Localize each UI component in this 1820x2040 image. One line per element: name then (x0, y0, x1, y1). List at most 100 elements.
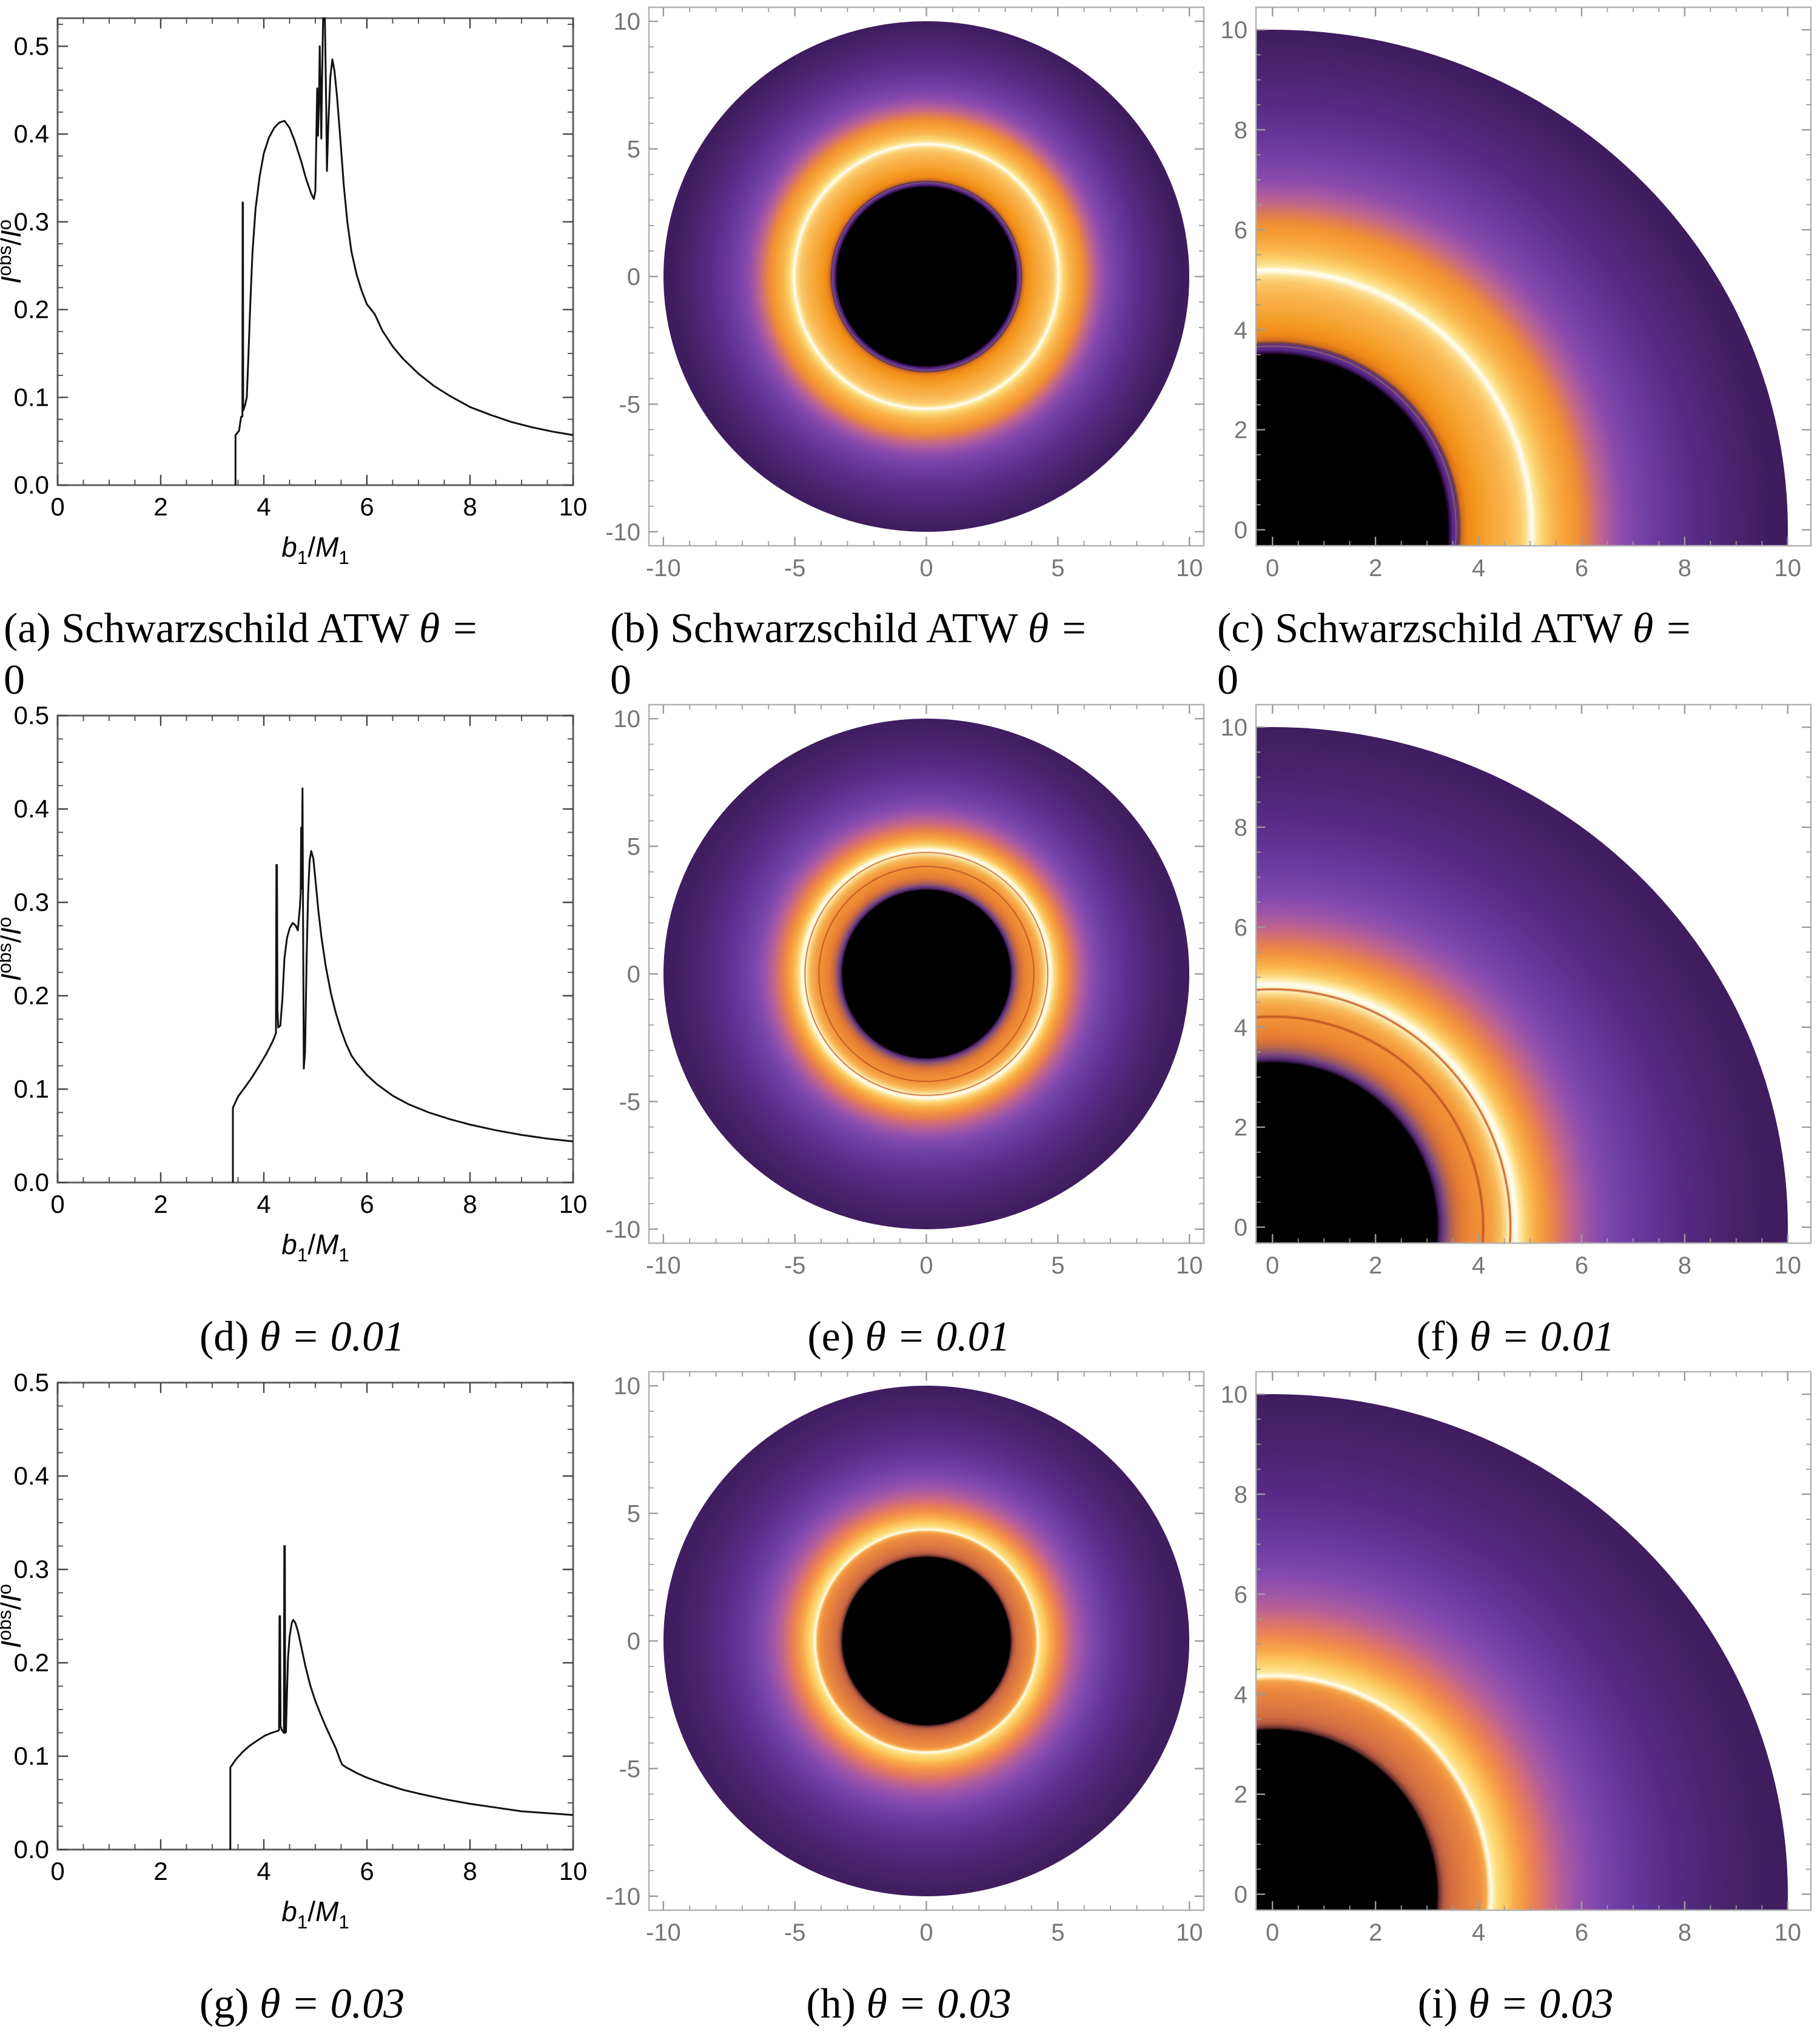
svg-text:10: 10 (614, 706, 641, 733)
line-chart-g: 0 2 4 6 8 10 0.0 0.1 0.2 0.3 0.4 0.5 b1/M1 Iobs/Io (0, 1364, 606, 1947)
panel-c: 0 2 4 6 8 10 0 2 4 6 8 10 (c) Schwarzschild ATW θ =… (1214, 0, 1820, 697)
svg-text:5: 5 (627, 136, 640, 163)
svg-text:6: 6 (360, 1857, 374, 1885)
svg-text:-5: -5 (784, 1919, 806, 1946)
svg-text:0: 0 (627, 961, 640, 988)
caption-a-line1: (a) Schwarzschild ATW θ = (4, 603, 600, 654)
caption-d-index: (d) (199, 1314, 249, 1360)
svg-text:10: 10 (1775, 1919, 1802, 1946)
caption-a-line2: 0 (4, 657, 25, 697)
axes-h: -10 -5 0 5 10 -10 -5 0 5 10 (606, 1371, 1205, 1946)
density-canvas-c (1256, 7, 1811, 546)
axes-f: 0 2 4 6 8 10 0 2 4 6 8 10 (1221, 703, 1812, 1279)
svg-text:0.2: 0.2 (14, 1648, 49, 1677)
svg-text:-10: -10 (606, 1884, 640, 1910)
svg-text:-10: -10 (606, 519, 640, 546)
svg-text:10: 10 (1221, 1381, 1248, 1408)
svg-text:4: 4 (257, 492, 270, 521)
svg-text:-5: -5 (619, 1089, 640, 1115)
panel-h: -10 -5 0 5 10 -10 -5 0 5 10 (h) θ = 0.03 (606, 1364, 1214, 2040)
svg-text:5: 5 (1051, 555, 1064, 582)
svg-text:6: 6 (1234, 1582, 1247, 1608)
svg-text:8: 8 (1678, 1252, 1691, 1279)
x-axis-label-a: b1/M1 (281, 531, 349, 568)
caption-i-math: θ = 0.03 (1468, 1981, 1614, 2027)
svg-text:5: 5 (627, 1501, 640, 1528)
svg-text:10: 10 (614, 8, 641, 35)
caption-b: (b) Schwarzschild ATW θ = 0 (606, 582, 1214, 697)
black-hole-image-h (663, 1386, 1190, 1896)
svg-text:10: 10 (559, 492, 588, 521)
svg-text:0.2: 0.2 (14, 981, 49, 1010)
caption-b-line2: 0 (610, 657, 631, 697)
black-hole-image-b (663, 21, 1190, 532)
svg-text:5: 5 (1051, 1252, 1064, 1279)
caption-a-text: Schwarzschild ATW (61, 605, 409, 652)
caption-g: (g) θ = 0.03 (0, 1947, 606, 2030)
svg-text:2: 2 (153, 1857, 167, 1885)
black-hole-image-chart-f: 0 2 4 6 8 10 0 2 4 6 8 10 (1214, 697, 1820, 1280)
black-hole-image-chart-i: 0 2 4 6 8 10 0 2 4 6 8 10 (1214, 1364, 1820, 1947)
svg-text:0: 0 (919, 1252, 933, 1279)
svg-text:2: 2 (1234, 1782, 1247, 1808)
svg-text:8: 8 (1234, 1481, 1247, 1508)
svg-text:10: 10 (1176, 1252, 1203, 1279)
svg-text:8: 8 (1234, 117, 1247, 144)
caption-f-line1: (f) θ = 0.01 (1217, 1311, 1814, 1363)
svg-text:-10: -10 (646, 1252, 681, 1279)
panel-e: -10 -5 0 5 10 -10 -5 0 5 10 (e) θ = 0.01 (606, 697, 1214, 1364)
caption-h: (h) θ = 0.03 (606, 1947, 1214, 2030)
x-axis-label-g: b1/M1 (281, 1896, 349, 1933)
svg-text:0: 0 (1234, 1215, 1247, 1241)
axes-a: 0 2 4 6 8 10 0.0 0.1 0.2 0.3 0.4 0.5 b1/M1 Iobs/Io (0, 17, 588, 568)
caption-f-index: (f) (1416, 1314, 1459, 1360)
svg-text:-5: -5 (784, 1252, 806, 1279)
caption-b-text: Schwarzschild ATW (670, 605, 1018, 652)
svg-text:2: 2 (153, 492, 167, 521)
line-chart-a: 0 2 4 6 8 10 0.0 0.1 0.2 0.3 0.4 0.5 b1/M1 Iobs/Io (0, 0, 606, 582)
caption-a: (a) Schwarzschild ATW θ = 0 (0, 582, 606, 697)
caption-g-index: (g) (199, 1981, 249, 2027)
svg-text:0.4: 0.4 (14, 119, 49, 148)
caption-d-line1: (d) θ = 0.01 (4, 1311, 600, 1363)
svg-text:0.5: 0.5 (14, 701, 49, 730)
caption-b-index: (b) (610, 605, 660, 652)
caption-i: (i) θ = 0.03 (1214, 1947, 1820, 2030)
caption-h-math: θ = 0.03 (866, 1981, 1012, 2027)
axes-b: -10 -5 0 5 10 -10 -5 0 5 10 (606, 6, 1205, 582)
svg-text:6: 6 (1234, 217, 1247, 244)
svg-text:0: 0 (1234, 517, 1247, 544)
svg-text:0.3: 0.3 (14, 888, 49, 916)
svg-text:4: 4 (257, 1857, 270, 1885)
svg-text:-10: -10 (646, 555, 681, 582)
svg-text:8: 8 (1678, 555, 1691, 582)
svg-text:6: 6 (360, 1190, 374, 1218)
svg-text:0: 0 (1266, 1252, 1279, 1279)
svg-text:0.0: 0.0 (14, 1835, 49, 1864)
caption-c-text: Schwarzschild ATW (1275, 605, 1622, 652)
svg-text:4: 4 (257, 1190, 270, 1218)
caption-b-line1: (b) Schwarzschild ATW θ = (610, 603, 1207, 654)
svg-text:0: 0 (50, 1857, 64, 1885)
svg-text:-10: -10 (606, 1216, 640, 1243)
black-hole-image-chart-b: -10 -5 0 5 10 -10 -5 0 5 10 (606, 0, 1213, 582)
y-axis-label-a: Iobs/Io (0, 220, 27, 284)
svg-text:10: 10 (1176, 1919, 1203, 1946)
axes-d: 0 2 4 6 8 10 0.0 0.1 0.2 0.3 0.4 0.5 b1/M1 Iobs/Io (0, 701, 587, 1266)
panel-a: 0 2 4 6 8 10 0.0 0.1 0.2 0.3 0.4 0.5 b1/M1 Iobs/Io (a… (0, 0, 606, 697)
svg-text:2: 2 (1234, 1115, 1247, 1141)
svg-text:10: 10 (614, 1373, 641, 1400)
svg-text:0.3: 0.3 (14, 1555, 49, 1583)
svg-text:6: 6 (1575, 1919, 1588, 1946)
svg-text:0: 0 (1266, 555, 1279, 582)
svg-text:10: 10 (1775, 1252, 1802, 1279)
caption-c-line2: 0 (1217, 657, 1238, 697)
y-axis-label-d: Iobs/Io (0, 917, 27, 981)
svg-text:10: 10 (1221, 714, 1248, 741)
svg-text:0: 0 (1266, 1919, 1279, 1946)
svg-text:0.2: 0.2 (14, 295, 49, 324)
svg-text:-10: -10 (646, 1919, 681, 1946)
svg-text:10: 10 (559, 1857, 588, 1885)
svg-text:6: 6 (1575, 555, 1588, 582)
